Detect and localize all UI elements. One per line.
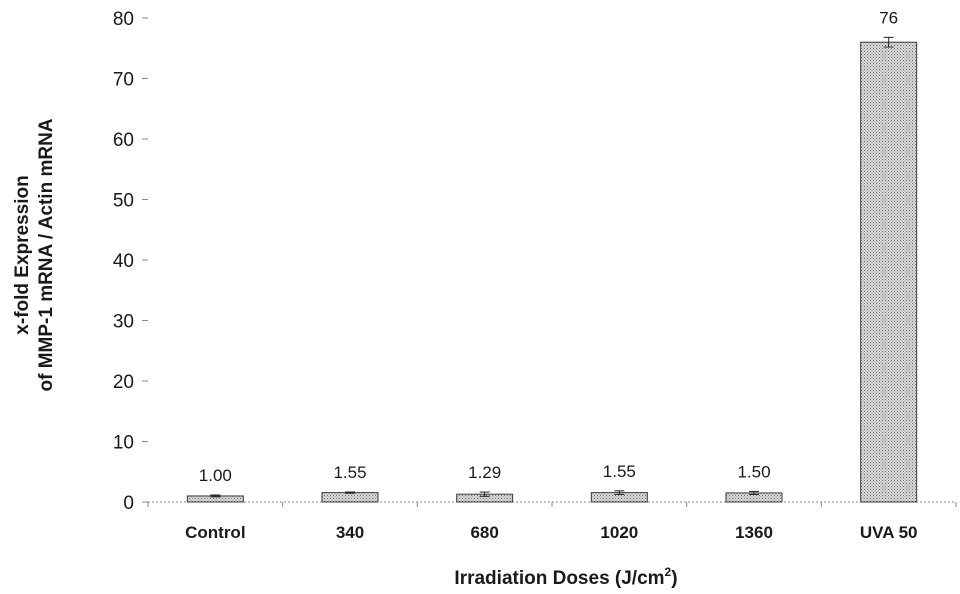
data-label: 1.00: [199, 466, 232, 485]
error-bar: [749, 490, 759, 495]
data-labels: 1.00 1.55 1.29 1.55 1.50 76: [199, 8, 898, 485]
x-axis-title: Irradiation Doses (J/cm2): [454, 565, 677, 589]
data-label: 1.50: [737, 462, 770, 481]
error-bar: [345, 491, 355, 494]
y-tick-label: 70: [113, 70, 134, 91]
category-labels: Control 340 680 1020 1360 UVA 50: [185, 523, 917, 542]
y-tick-label: 50: [113, 191, 134, 212]
y-axis-tick-labels: 0 10 20 30 40 50 60 70 80: [113, 9, 134, 514]
bar: [321, 492, 379, 503]
data-label: 76: [879, 8, 898, 27]
y-tick-label: 60: [113, 130, 134, 151]
error-bars: [210, 36, 894, 498]
y-axis-title-line1: x-fold Expression: [12, 175, 33, 334]
y-axis-ticks: [142, 17, 148, 503]
category-label: 1020: [600, 523, 638, 542]
error-bar: [883, 36, 894, 48]
x-axis-ticks: [147, 502, 957, 507]
y-tick-label: 20: [113, 372, 134, 393]
y-tick-label: 0: [123, 493, 134, 514]
y-tick-label: 40: [113, 251, 134, 272]
category-label: 340: [336, 523, 364, 542]
bar: [860, 41, 918, 503]
data-label: 1.29: [468, 463, 501, 482]
error-bar: [210, 494, 221, 498]
y-tick-label: 30: [113, 312, 134, 333]
category-label: 680: [470, 523, 498, 542]
bars: [186, 41, 918, 503]
category-label: UVA 50: [860, 523, 918, 542]
data-label: 1.55: [603, 462, 636, 481]
category-label: 1360: [735, 523, 773, 542]
category-label: Control: [185, 523, 245, 542]
y-tick-label: 10: [113, 433, 134, 454]
y-axis-title-line2: of MMP-1 mRNA / Actin mRNA: [36, 118, 57, 391]
error-bar: [614, 490, 625, 495]
error-bar: [479, 491, 490, 497]
data-label: 1.55: [333, 463, 366, 482]
y-tick-label: 80: [113, 9, 134, 30]
